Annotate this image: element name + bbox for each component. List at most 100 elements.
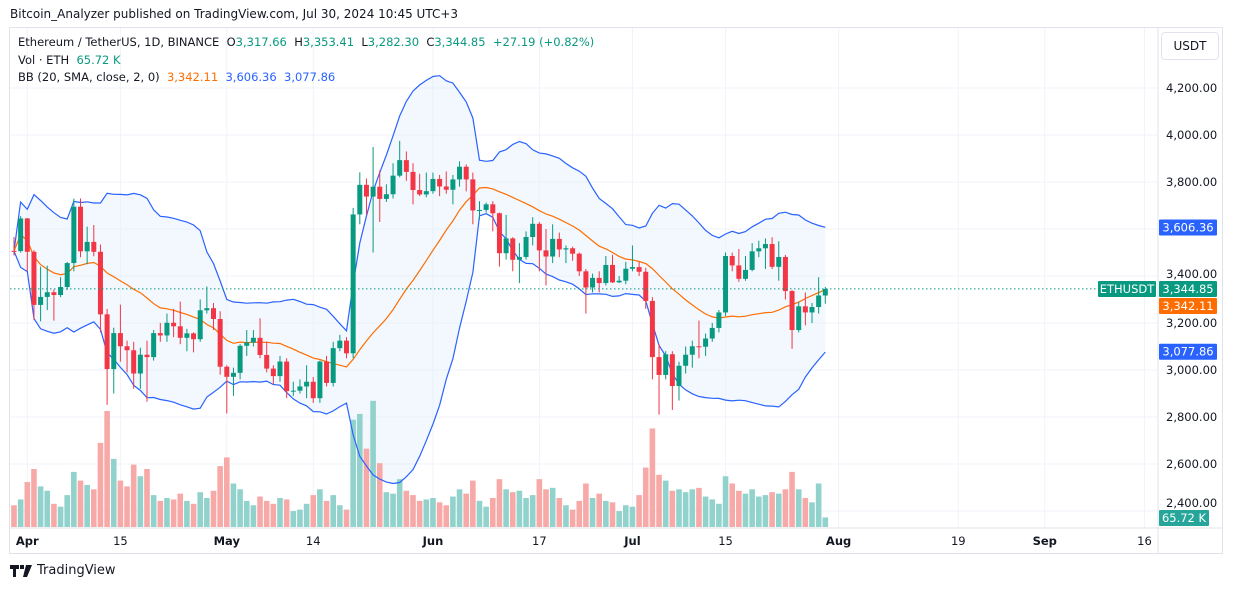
close-value: 3,344.85 <box>434 35 486 49</box>
candle-body <box>802 306 808 313</box>
volume-bar <box>470 480 476 527</box>
volume-bar <box>363 448 370 527</box>
volume-bar <box>250 505 257 527</box>
volume-bar <box>490 498 496 527</box>
volume-bar <box>270 503 277 527</box>
candle-body <box>383 194 389 199</box>
candle-body <box>111 333 117 370</box>
bb-lower-value: 3,077.86 <box>284 70 336 84</box>
time-tick-label: 17 <box>532 534 547 548</box>
volume-bar <box>110 458 117 527</box>
volume-bar <box>749 489 755 527</box>
candle-body <box>762 244 768 249</box>
candle-body <box>51 292 57 296</box>
volume-bar <box>543 489 549 527</box>
candle-body <box>769 244 775 267</box>
volume-bar <box>57 506 64 527</box>
volume-bar <box>396 479 403 527</box>
volume-bar <box>682 492 689 527</box>
volume-bar <box>722 476 729 527</box>
volume-bar <box>297 509 303 527</box>
time-tick-label: 16 <box>1137 534 1152 548</box>
volume-bar <box>104 411 110 527</box>
candle-body <box>290 390 296 392</box>
candle-body <box>709 327 715 339</box>
last-price-badge: 3,344.85 <box>1162 282 1213 296</box>
volume-bar <box>609 502 616 527</box>
volume-badge: 65.72 K <box>1162 511 1207 525</box>
candle-body <box>716 312 722 328</box>
candle-body <box>324 361 330 383</box>
candle-body <box>151 333 157 358</box>
candle-body <box>669 354 675 386</box>
candle-body <box>171 322 177 327</box>
volume-bar <box>31 469 37 527</box>
volume-bar <box>483 506 489 527</box>
volume-bar <box>423 499 430 527</box>
candle-body <box>250 337 256 343</box>
volume-bar <box>636 495 642 527</box>
candle-body <box>304 381 310 387</box>
volume-bar <box>436 502 443 527</box>
last-price-badge-bg <box>1159 280 1217 297</box>
volume-bar <box>263 500 270 527</box>
low-value: 3,282.30 <box>367 35 420 49</box>
volume-bar <box>310 495 317 527</box>
volume-bar <box>290 511 297 527</box>
volume-label[interactable]: Vol · ETH <box>18 53 70 67</box>
volume-bar <box>71 471 77 527</box>
bb-fill <box>14 75 826 484</box>
bb-basis-badge-bg <box>1159 297 1217 314</box>
chart-frame <box>9 27 1223 554</box>
volume-bar <box>44 490 51 527</box>
symbol-title[interactable]: Ethereum / TetherUS, 1D, BINANCE <box>18 35 220 49</box>
bb-lower-badge: 3,077.86 <box>1162 345 1213 359</box>
bb-basis-value: 3,342.11 <box>166 70 219 84</box>
tradingview-logo-icon <box>10 564 32 577</box>
bb-label[interactable]: BB (20, SMA, close, 2, 0) <box>18 70 160 84</box>
volume-bar <box>144 469 150 527</box>
candle-body <box>516 256 522 260</box>
candle-body <box>97 251 103 315</box>
candle-body <box>191 333 197 340</box>
candle-body <box>91 241 97 252</box>
candle-body <box>603 264 609 284</box>
volume-bar <box>523 498 529 527</box>
volume-bar <box>516 490 523 527</box>
candle-body <box>643 271 649 301</box>
candle-body <box>443 186 449 190</box>
tradingview-logo[interactable]: TradingView <box>10 563 116 578</box>
price-tick-label: 2,600.00 <box>1166 457 1217 471</box>
price-tick-label: 3,800.00 <box>1166 175 1217 189</box>
volume-bar <box>416 500 423 527</box>
volume-bar <box>662 480 669 527</box>
volume-bar <box>496 479 503 527</box>
candle-body <box>38 296 44 305</box>
volume-bar <box>443 505 450 527</box>
volume-bar <box>190 503 197 527</box>
close-label: C <box>426 35 435 49</box>
currency-unit-button[interactable]: USDT <box>1161 32 1219 60</box>
volume-bar <box>197 492 203 527</box>
volume-bar <box>696 487 702 527</box>
volume-bar <box>456 489 463 527</box>
candle-body <box>689 346 695 355</box>
candle-body <box>197 310 203 340</box>
candle-body <box>157 333 163 336</box>
volume-bar <box>702 496 709 527</box>
candle-body <box>370 186 376 197</box>
volume-bar <box>629 506 636 527</box>
volume-bar <box>24 482 31 527</box>
price-tick-label: 4,000.00 <box>1166 128 1217 142</box>
candle-body <box>457 166 463 180</box>
volume-bar <box>775 493 782 527</box>
volume-bar <box>323 500 330 527</box>
volume-bar <box>789 471 795 527</box>
volume-bar <box>536 479 543 527</box>
candle-body <box>656 357 662 375</box>
volume-bar <box>91 489 97 527</box>
candle-body <box>749 251 755 270</box>
symbol-badge-bg <box>1098 280 1156 297</box>
price-tick-label: 2,800.00 <box>1166 410 1217 424</box>
